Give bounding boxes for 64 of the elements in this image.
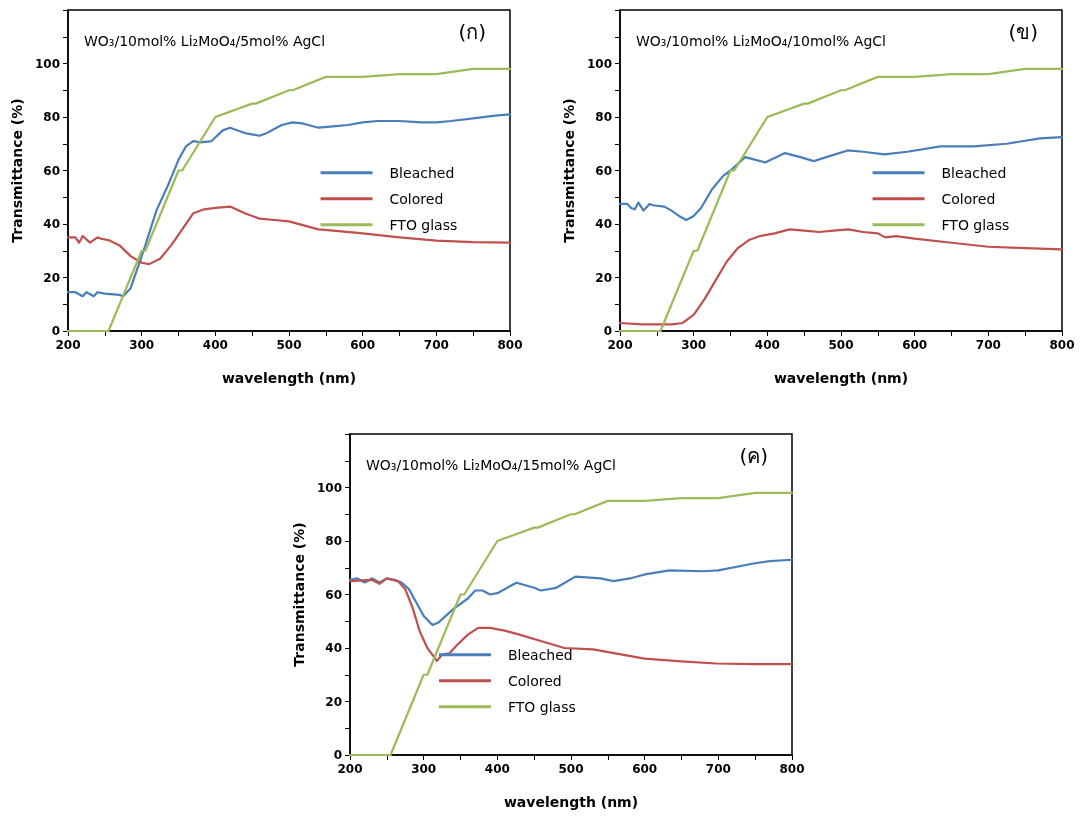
y-tick-label: 20	[43, 270, 60, 285]
x-tick-label: 700	[975, 338, 1001, 352]
legend-label: Bleached	[941, 164, 1007, 181]
x-tick-label: 500	[276, 338, 302, 352]
x-tick-label: 200	[55, 338, 81, 352]
text: WO₃/10mol% Li₂MoO₄/10mol% AgCl	[636, 33, 886, 49]
y-tick-label: 100	[34, 56, 60, 71]
legend-label: FTO glass	[941, 216, 1010, 233]
x-tick-label: 800	[779, 762, 805, 776]
line-series	[66, 205, 512, 266]
y-tick-label: 60	[595, 163, 612, 178]
x-axis-title: wavelength (nm)	[503, 794, 639, 810]
y-axis-title: Transmittance (%)	[9, 98, 26, 243]
x-tick-label: 700	[705, 762, 731, 776]
x-tick-label: 700	[423, 338, 449, 352]
y-tick-label: 20	[325, 694, 342, 709]
legend-label: Bleached	[389, 164, 455, 181]
text: WO₃/10mol% Li₂MoO₄/15mol% AgCl	[366, 457, 616, 473]
x-tick-label: 600	[350, 338, 376, 352]
x-tick-label: 400	[754, 338, 780, 352]
y-tick-label: 0	[603, 324, 612, 338]
legend-label: Bleached	[507, 646, 573, 663]
y-tick-label: 40	[325, 641, 342, 655]
y-tick-label: 100	[316, 480, 342, 495]
y-tick-label: 80	[595, 110, 612, 124]
y-tick-label: 40	[595, 217, 612, 231]
annotation: (ก)	[458, 20, 486, 44]
legend-label: FTO glass	[389, 216, 458, 233]
y-tick-label: 80	[43, 110, 60, 124]
y-tick-label: 100	[586, 56, 612, 71]
x-tick-label: 300	[681, 338, 707, 352]
line-series	[348, 577, 794, 666]
legend-label: Colored	[507, 672, 562, 689]
x-tick-label: 800	[1049, 338, 1075, 352]
legend-label: Colored	[941, 190, 996, 207]
annotation: (ค)	[739, 444, 768, 468]
x-tick-label: 300	[411, 762, 437, 776]
y-tick-label: 80	[325, 534, 342, 548]
y-tick-label: 0	[51, 324, 60, 338]
x-tick-label: 800	[497, 338, 523, 352]
x-tick-label: 200	[607, 338, 633, 352]
y-tick-label: 40	[43, 217, 60, 231]
x-tick-label: 400	[484, 762, 510, 776]
y-axis-title: Transmittance (%)	[291, 522, 308, 667]
x-tick-label: 300	[129, 338, 155, 352]
legend-label: Colored	[389, 190, 444, 207]
x-tick-label: 600	[632, 762, 658, 776]
legend-label: FTO glass	[507, 698, 576, 715]
x-tick-label: 500	[558, 762, 584, 776]
y-tick-label: 60	[43, 163, 60, 178]
y-axis-title: Transmittance (%)	[561, 98, 578, 243]
x-tick-label: 600	[902, 338, 928, 352]
text: WO₃/10mol% Li₂MoO₄/5mol% AgCl	[84, 33, 326, 49]
y-tick-label: 20	[595, 270, 612, 285]
x-tick-label: 500	[828, 338, 854, 352]
line-series	[348, 558, 794, 627]
y-tick-label: 60	[325, 587, 342, 602]
x-tick-label: 200	[337, 762, 363, 776]
annotation: (ข)	[1008, 20, 1038, 44]
x-axis-title: wavelength (nm)	[773, 370, 909, 386]
x-axis-title: wavelength (nm)	[221, 370, 357, 386]
x-tick-label: 400	[202, 338, 228, 352]
y-tick-label: 0	[333, 748, 342, 762]
line-series	[66, 113, 512, 298]
